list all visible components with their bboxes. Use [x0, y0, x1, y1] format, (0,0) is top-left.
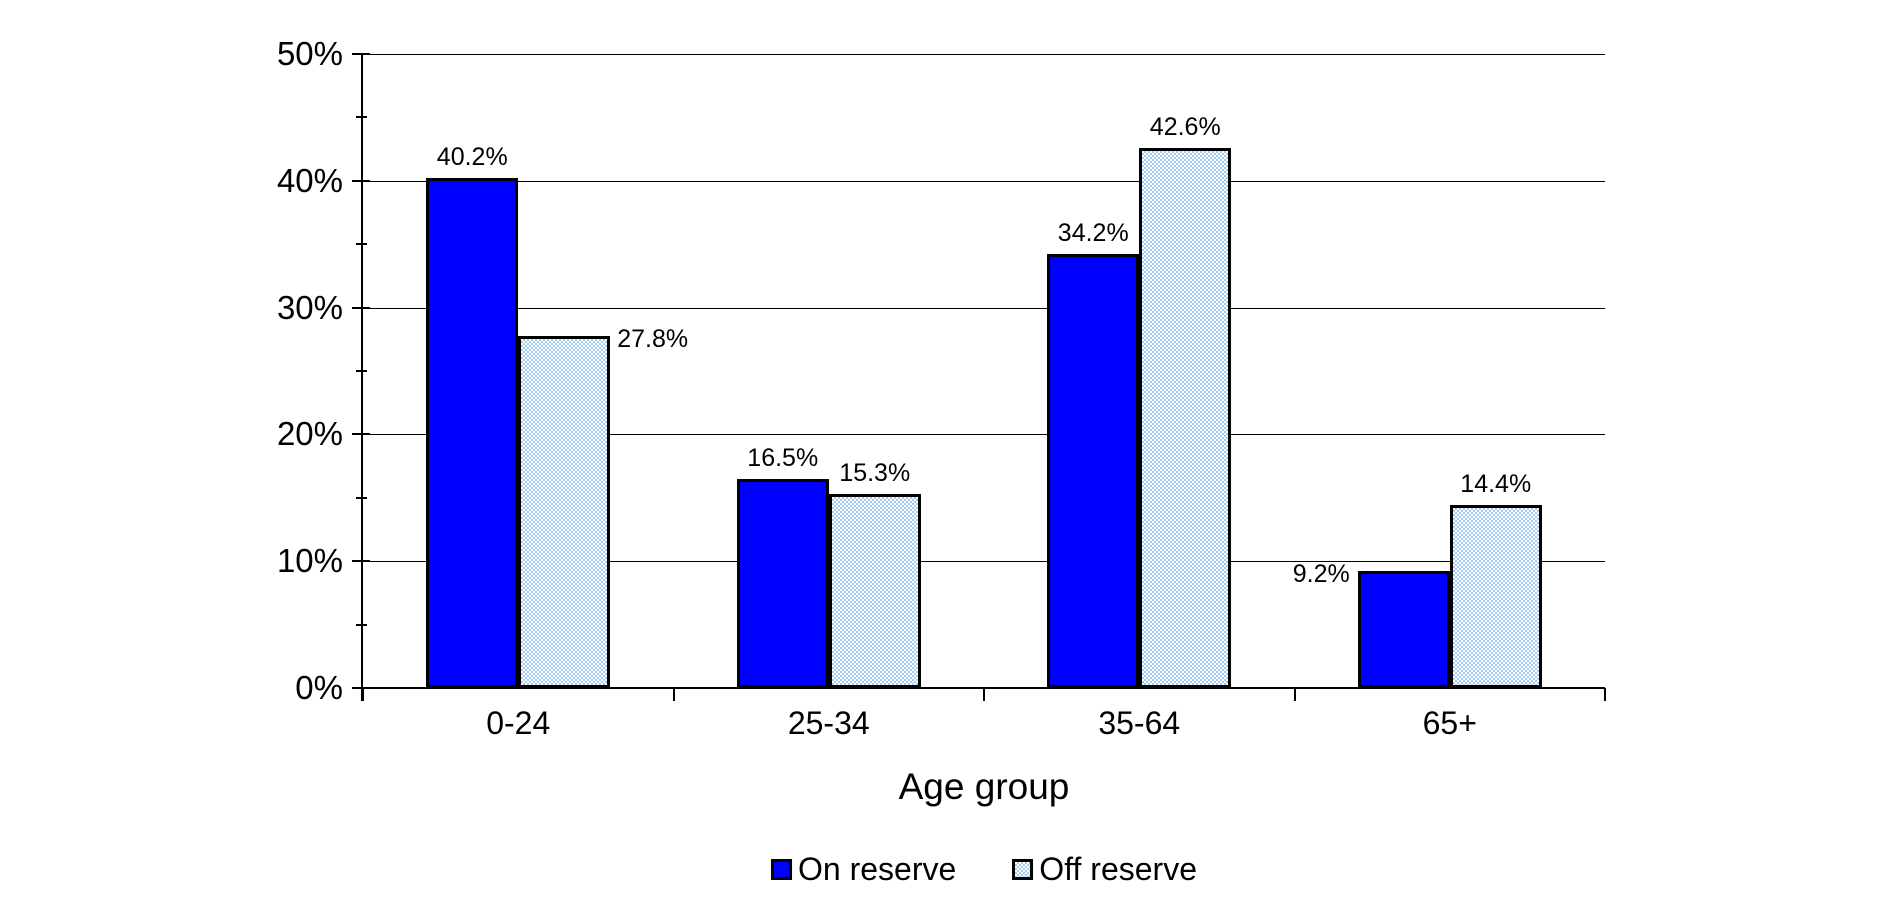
x-boundary-tick	[362, 688, 364, 701]
y-tick-label: 50%	[276, 35, 343, 72]
legend-label: Off reserve	[1039, 851, 1197, 887]
legend-swatch-on-reserve	[771, 858, 793, 880]
x-category-label: 35-64	[1098, 705, 1181, 741]
legend-label: On reserve	[798, 851, 957, 887]
bar-off-reserve	[828, 494, 921, 688]
bar-on-reserve	[426, 178, 519, 688]
y-gridline	[363, 180, 1605, 182]
x-boundary-tick	[672, 688, 675, 701]
legend-item-off-reserve: Off reserve	[1012, 851, 1197, 887]
x-boundary-tick	[1604, 688, 1606, 701]
y-tick-major	[352, 687, 370, 689]
legend: On reserve Off reserve	[771, 851, 1197, 887]
y-tick-major	[352, 53, 370, 55]
bar-off-reserve	[518, 335, 611, 688]
bar-data-label: 27.8%	[617, 325, 689, 354]
y-tick-minor	[356, 370, 367, 372]
y-gridline	[363, 54, 1605, 55]
y-tick-minor	[356, 496, 367, 499]
x-category-label: 0-24	[486, 705, 551, 741]
y-tick-label: 20%	[276, 415, 343, 453]
bar-data-label: 40.2%	[436, 143, 508, 172]
bar-data-label: 42.6%	[1149, 112, 1221, 141]
bar-data-label: 15.3%	[839, 459, 911, 487]
bar-on-reserve	[736, 478, 829, 688]
x-category-label: 25-34	[787, 705, 870, 741]
y-tick-major	[352, 433, 370, 436]
y-tick-minor	[356, 623, 367, 626]
y-tick-minor	[356, 243, 367, 246]
bar-off-reserve	[1449, 505, 1542, 688]
plot-area: 40.2% 16.5% 34.2% 9.2% 27.8% 15.3% 42.6% 14.4%	[352, 53, 1606, 701]
x-axis-title: Age group	[898, 766, 1070, 807]
x-category-label: 65+	[1422, 705, 1477, 741]
x-boundary-tick	[1293, 688, 1296, 701]
bar-off-reserve	[1139, 147, 1232, 688]
bar-data-label: 16.5%	[747, 443, 819, 472]
legend-swatch-off-reserve	[1012, 858, 1034, 880]
bar-data-label: 34.2%	[1057, 219, 1129, 248]
y-gridline	[363, 434, 1605, 436]
y-tick-major	[352, 560, 370, 563]
y-tick-label: 10%	[276, 542, 343, 580]
y-gridline	[363, 561, 1605, 563]
y-tick-major	[352, 179, 370, 182]
bar-on-reserve	[1047, 254, 1140, 688]
bar-data-label: 14.4%	[1460, 470, 1532, 499]
y-tick-label: 0%	[295, 669, 343, 706]
y-tick-label: 40%	[276, 161, 343, 199]
y-axis-line	[361, 54, 363, 701]
bar-data-label: 9.2%	[1292, 560, 1350, 589]
y-tick-minor	[356, 116, 367, 119]
y-tick-label: 30%	[276, 288, 343, 326]
legend-item-on-reserve: On reserve	[771, 851, 956, 887]
y-tick-major	[352, 306, 370, 309]
y-gridline	[363, 307, 1605, 309]
bar-on-reserve	[1357, 571, 1450, 688]
x-boundary-tick	[983, 688, 985, 701]
